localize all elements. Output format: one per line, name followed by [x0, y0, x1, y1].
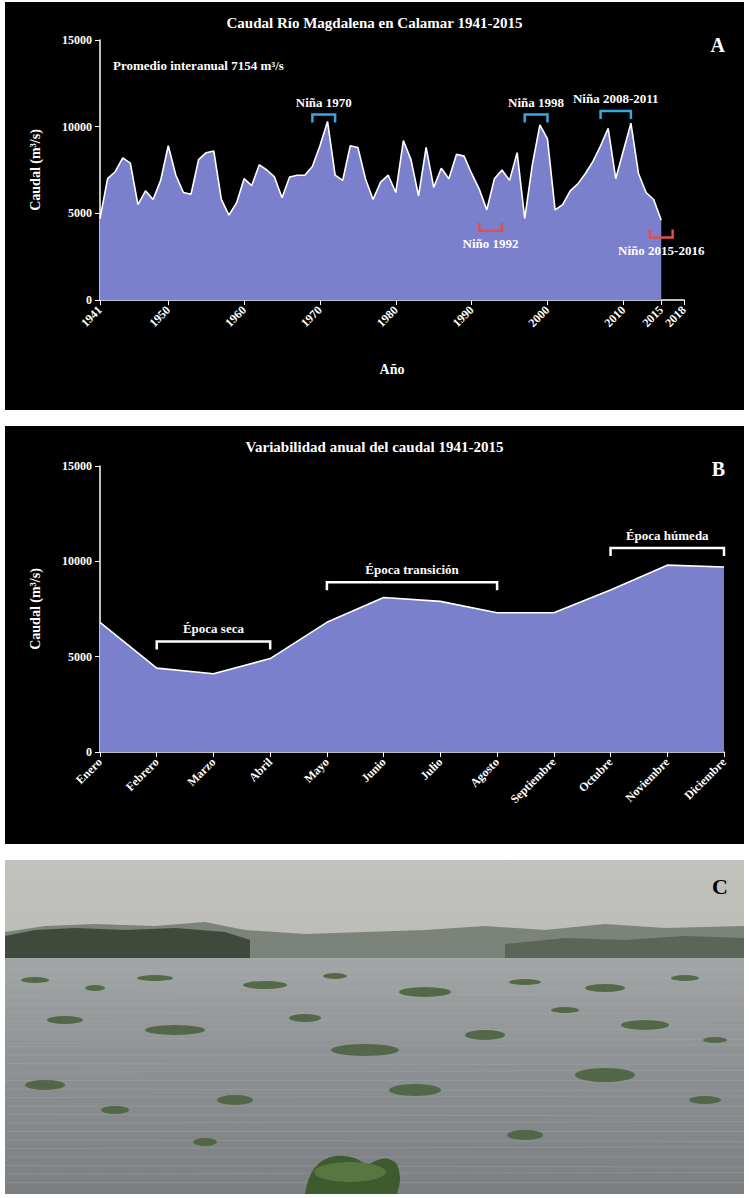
svg-text:Junio: Junio [358, 755, 388, 785]
svg-text:1941: 1941 [78, 303, 105, 330]
svg-text:Época transición: Época transición [365, 562, 459, 577]
svg-text:Marzo: Marzo [185, 755, 219, 789]
svg-text:Niña 1998: Niña 1998 [508, 95, 564, 110]
svg-text:Julio: Julio [418, 755, 446, 783]
svg-text:Diciembre: Diciembre [682, 755, 730, 803]
svg-text:Época húmeda: Época húmeda [626, 528, 709, 543]
svg-text:2010: 2010 [601, 303, 628, 330]
svg-text:1970: 1970 [298, 303, 325, 330]
svg-text:B: B [712, 458, 725, 480]
svg-text:Septiembre: Septiembre [508, 755, 560, 807]
svg-text:15000: 15000 [62, 459, 92, 473]
svg-text:0: 0 [86, 293, 92, 307]
svg-text:10000: 10000 [62, 554, 92, 568]
svg-text:1960: 1960 [222, 303, 249, 330]
svg-text:C: C [712, 874, 728, 899]
svg-text:1980: 1980 [374, 303, 401, 330]
svg-text:Año: Año [380, 362, 405, 377]
svg-text:1950: 1950 [146, 303, 173, 330]
svg-text:Abril: Abril [246, 755, 276, 785]
svg-text:2000: 2000 [526, 303, 553, 330]
svg-text:Caudal (m³/s): Caudal (m³/s) [28, 129, 44, 211]
svg-text:Noviembre: Noviembre [622, 755, 672, 805]
svg-text:Niña 1970: Niña 1970 [296, 95, 352, 110]
svg-text:Promedio interanual 7154 m³/s: Promedio interanual 7154 m³/s [113, 58, 284, 73]
svg-text:Niña 2008-2011: Niña 2008-2011 [573, 91, 659, 106]
svg-text:A: A [711, 34, 726, 56]
svg-text:Niño 2015-2016: Niño 2015-2016 [618, 243, 705, 258]
svg-text:Caudal Río Magdalena en Calama: Caudal Río Magdalena en Calamar 1941-201… [227, 15, 523, 31]
svg-text:Variabilidad anual del caudal: Variabilidad anual del caudal 1941-2015 [246, 439, 504, 455]
svg-text:2015: 2015 [639, 303, 666, 330]
svg-text:0: 0 [86, 745, 92, 759]
svg-text:5000: 5000 [68, 206, 92, 220]
svg-text:2018: 2018 [662, 303, 689, 330]
svg-text:10000: 10000 [62, 120, 92, 134]
svg-text:Enero: Enero [73, 755, 105, 787]
svg-text:5000: 5000 [68, 650, 92, 664]
svg-text:1990: 1990 [450, 303, 477, 330]
svg-text:Octubre: Octubre [576, 755, 616, 795]
svg-text:Niño 1992: Niño 1992 [463, 236, 519, 251]
svg-text:Mayo: Mayo [301, 755, 332, 786]
svg-text:Época seca: Época seca [183, 621, 245, 636]
svg-text:Febrero: Febrero [123, 755, 162, 794]
svg-text:15000: 15000 [62, 33, 92, 47]
svg-text:Agosto: Agosto [467, 755, 502, 790]
svg-text:Caudal (m³/s): Caudal (m³/s) [28, 568, 44, 650]
